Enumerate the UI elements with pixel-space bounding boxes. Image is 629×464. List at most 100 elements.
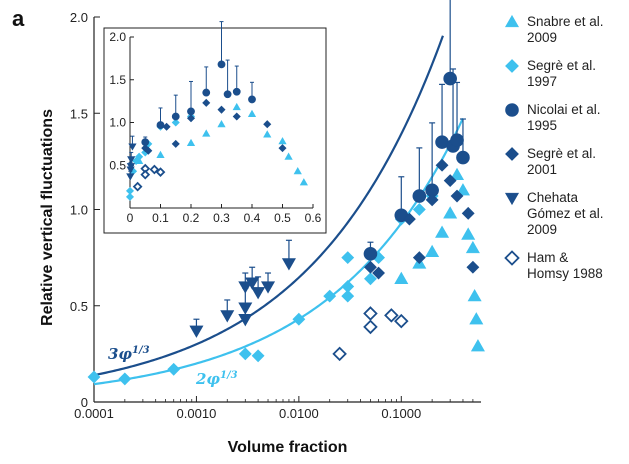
inset-data-point bbox=[140, 169, 151, 180]
data-point bbox=[450, 189, 464, 203]
legend-entry-text: Ham & bbox=[527, 250, 568, 265]
inset-data-point bbox=[186, 114, 196, 123]
data-point bbox=[469, 312, 484, 325]
inset-data-point bbox=[186, 138, 196, 147]
inset-data-point bbox=[171, 112, 180, 121]
legend-entry-text: Homsy 1988 bbox=[527, 266, 603, 281]
series-3 bbox=[364, 158, 480, 280]
data-point bbox=[364, 260, 377, 274]
inset-data-point bbox=[156, 150, 165, 158]
data-point bbox=[341, 289, 355, 303]
inset-data-point bbox=[232, 112, 241, 121]
data-point bbox=[189, 325, 204, 338]
y-tick-label: 0.5 bbox=[70, 299, 88, 314]
data-point bbox=[394, 313, 409, 329]
legend-marker bbox=[504, 14, 520, 28]
legend-entry-text: 1995 bbox=[527, 118, 557, 133]
data-point bbox=[220, 310, 235, 323]
data-point bbox=[425, 193, 439, 207]
inset-y-tick-label: 0.5 bbox=[109, 158, 126, 172]
inset-data-point bbox=[125, 186, 135, 195]
y-tick-label: 1.5 bbox=[70, 106, 88, 121]
inset-data-point bbox=[263, 120, 272, 129]
inset-y-tick-label: 1.0 bbox=[109, 116, 126, 130]
inset-data-point bbox=[144, 146, 153, 155]
inset-data-point bbox=[299, 178, 308, 186]
y-axis-label: Relative vertical fluctuations bbox=[39, 109, 56, 326]
inset-data-point bbox=[187, 107, 195, 116]
data-point bbox=[261, 281, 276, 294]
data-point bbox=[443, 71, 457, 86]
inset-data-point bbox=[135, 152, 144, 161]
inset-x-tick-label: 0.5 bbox=[274, 211, 291, 225]
inset-series-4 bbox=[126, 135, 137, 181]
data-point bbox=[238, 347, 252, 361]
inset-data-point bbox=[156, 121, 165, 129]
inset-data-point bbox=[223, 90, 232, 99]
legend-marker bbox=[505, 147, 519, 161]
inset-data-point bbox=[132, 181, 143, 192]
inset-data-point bbox=[278, 137, 287, 145]
legend-entry-text: Gómez et al. bbox=[527, 206, 604, 221]
inset-data-point bbox=[217, 120, 226, 128]
inset-data-point bbox=[202, 88, 211, 97]
legend-entry-text: 2001 bbox=[527, 162, 557, 177]
data-point bbox=[238, 314, 253, 327]
data-point bbox=[443, 206, 458, 219]
inset-data-point bbox=[171, 118, 180, 127]
legend-entry-text: Nicolai et al. bbox=[527, 102, 601, 117]
inset-series-2 bbox=[141, 21, 256, 147]
inset-x-tick-label: 0.4 bbox=[244, 211, 261, 225]
data-point bbox=[461, 206, 475, 220]
inset-data-point bbox=[149, 164, 160, 175]
data-point bbox=[435, 158, 449, 172]
inset-series-5 bbox=[132, 163, 166, 192]
data-point bbox=[435, 225, 450, 238]
inset-y-tick-label: 2.0 bbox=[109, 30, 126, 44]
inset-data-point bbox=[232, 87, 241, 96]
y-tick-label: 1.0 bbox=[70, 203, 88, 218]
data-point bbox=[456, 150, 470, 165]
inset-y-tick-label: 1.5 bbox=[109, 73, 126, 87]
inset-x-tick-label: 0 bbox=[127, 211, 134, 225]
curve-label-3phi: 3φ1/3 bbox=[108, 345, 150, 363]
inset-x-tick-label: 0.2 bbox=[183, 211, 200, 225]
legend-entry-text: 1997 bbox=[527, 74, 557, 89]
data-point bbox=[341, 280, 355, 293]
data-point bbox=[87, 370, 101, 384]
inset-data-point bbox=[155, 167, 166, 177]
inset-data-point bbox=[202, 98, 211, 107]
inset-data-point bbox=[263, 130, 272, 138]
x-tick-label: 0.0001 bbox=[74, 406, 114, 421]
inset-data-point bbox=[248, 95, 256, 104]
legend-marker bbox=[505, 103, 519, 117]
y-tick-label: 0 bbox=[81, 395, 88, 410]
inset-data-point bbox=[125, 192, 135, 201]
series-0 bbox=[394, 167, 485, 352]
legend-entry-text: 2009 bbox=[527, 30, 557, 45]
series-2 bbox=[363, 0, 470, 261]
data-point bbox=[363, 246, 378, 261]
data-point bbox=[384, 308, 399, 323]
series-5 bbox=[332, 306, 409, 362]
legend-entry-text: 2009 bbox=[527, 222, 557, 237]
legend-entry-text: Snabre et al. bbox=[527, 14, 604, 29]
inset-series-3 bbox=[141, 98, 287, 155]
inset-data-point bbox=[127, 156, 136, 164]
data-point bbox=[402, 212, 416, 226]
data-point bbox=[364, 272, 377, 286]
data-point bbox=[372, 266, 385, 280]
legend-entry-text: Segrè et al. bbox=[527, 146, 596, 161]
inset-x-tick-label: 0.1 bbox=[152, 211, 169, 225]
inset-data-point bbox=[126, 173, 135, 181]
legend-entry-text: Chehata bbox=[527, 190, 579, 205]
main-plot: 0.0001 0.0010 0.0100 0.1000 0 0.5 1.0 1.5 2.0 Vol… bbox=[39, 0, 485, 456]
inset-data-point bbox=[278, 144, 287, 153]
x-tick-label: 0.0100 bbox=[279, 406, 319, 421]
data-point bbox=[332, 346, 347, 362]
data-point bbox=[251, 287, 266, 300]
inset-data-point bbox=[247, 109, 257, 117]
curve-label-2phi: 2φ1/3 bbox=[195, 370, 238, 388]
data-point bbox=[450, 133, 464, 147]
inset-data-point bbox=[202, 129, 211, 137]
